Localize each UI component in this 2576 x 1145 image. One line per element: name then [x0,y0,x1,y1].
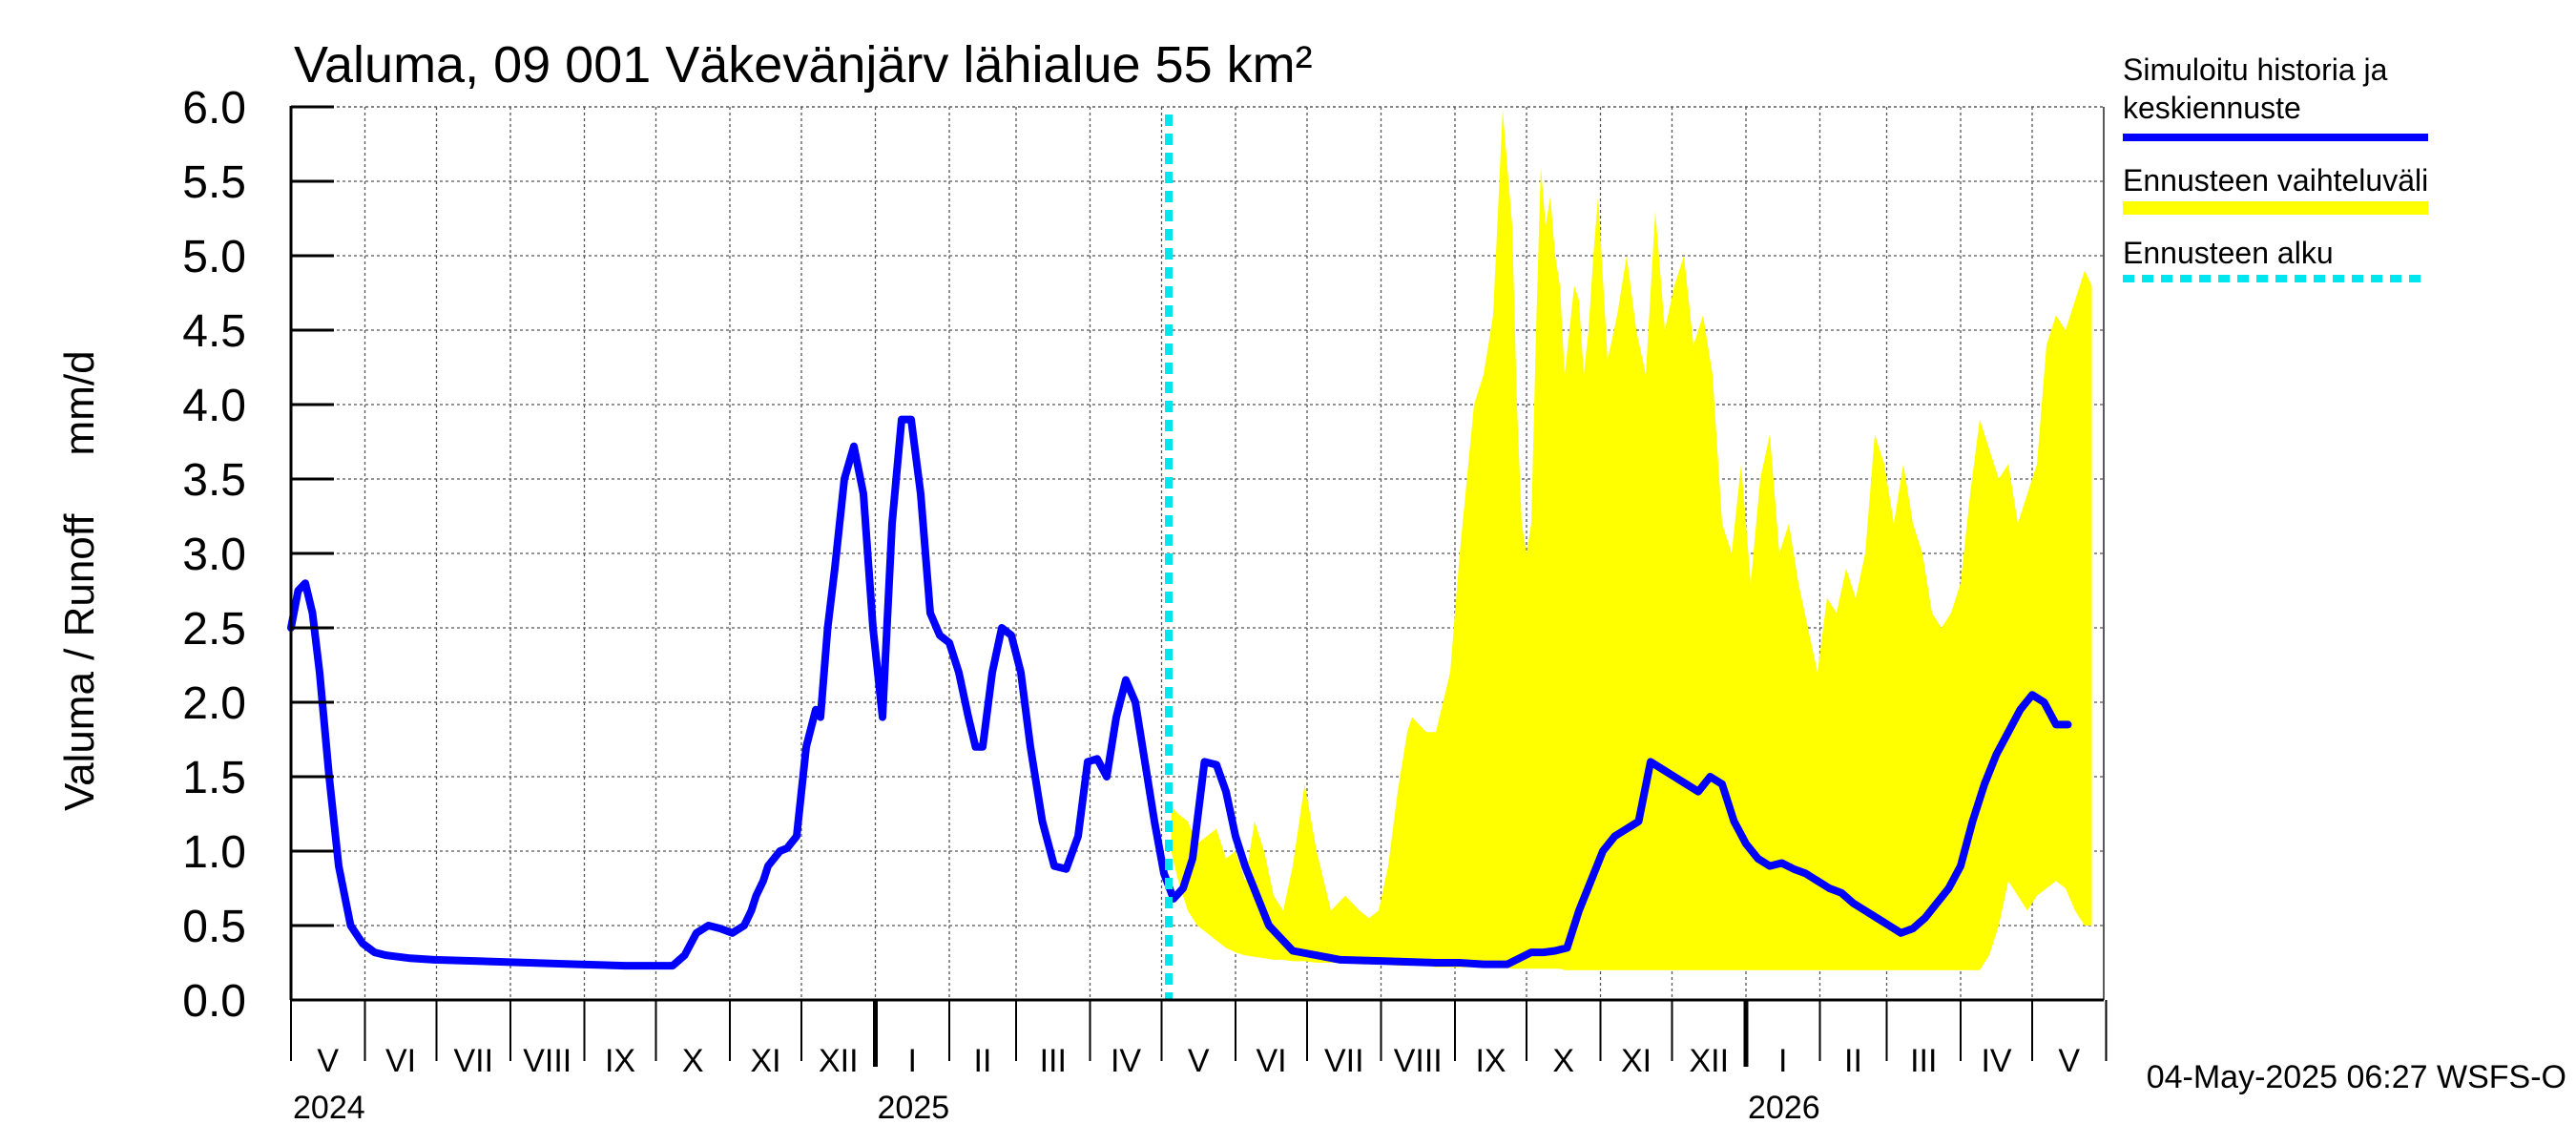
x-month-label: XI [750,1043,780,1079]
legend: Simuloitu historia ja keskiennuste Ennuste… [2123,52,2428,282]
y-tick-label: 1.0 [182,827,246,878]
x-year-label: 2024 [293,1090,365,1126]
x-month-label: XI [1621,1043,1652,1079]
x-year-label: 2025 [878,1090,950,1126]
y-tick-label: 2.5 [182,604,246,655]
legend-label-simulated-2: keskiennuste [2123,91,2301,125]
x-month-label: V [1188,1043,1210,1079]
x-month-label: VIII [523,1043,571,1079]
x-month-label: I [908,1043,917,1079]
forecast-range-area [1171,110,2092,970]
legend-label-range: Ennusteen vaihteluväli [2123,163,2428,198]
legend-label-forecast-start: Ennusteen alku [2123,236,2334,270]
x-month-label: I [1778,1043,1787,1079]
forecast-range-band [1171,110,2092,970]
chart-title: Valuma, 09 001 Väkevänjärv lähialue 55 k… [294,36,1313,94]
x-month-label: VII [1324,1043,1364,1079]
x-month-label: XII [819,1043,859,1079]
x-month-label: IX [1475,1043,1506,1079]
timestamp-footer: 04-May-2025 06:27 WSFS-O [2147,1059,2566,1095]
x-month-label: X [1552,1043,1574,1079]
y-tick-label: 0.0 [182,976,246,1027]
y-tick-label: 4.5 [182,306,246,357]
y-tick-label: 5.5 [182,157,246,208]
y-tick-labels: 0.0 0.5 1.0 1.5 2.0 2.5 3.0 3.5 4.0 4.5 5.0 5.5 6.0 [182,83,334,1027]
x-month-label: VIII [1394,1043,1443,1079]
x-month-label: VII [453,1043,493,1079]
y-tick-label: 2.0 [182,678,246,729]
y-tick-label: 6.0 [182,83,246,134]
x-month-label: VI [385,1043,416,1079]
y-tick-label: 3.0 [182,530,246,580]
simulated-runoff-line [287,415,2072,970]
x-month-label: VI [1256,1043,1286,1079]
y-axis-label: Valuma / Runoff mm/d [56,350,103,811]
x-month-label: V [317,1043,339,1079]
legend-label-simulated: Simuloitu historia ja [2123,52,2388,87]
x-month-label: IX [605,1043,635,1079]
x-month-label: IV [1981,1043,2011,1079]
series-layer [287,415,2072,970]
x-month-label: III [1040,1043,1067,1079]
y-tick-label: 4.0 [182,381,246,431]
x-month-label: X [682,1043,704,1079]
y-tick-label: 5.0 [182,232,246,282]
y-tick-label: 3.5 [182,455,246,506]
x-month-label: V [2058,1043,2080,1079]
x-year-label: 2026 [1748,1090,1820,1126]
x-month-label: II [974,1043,992,1079]
y-tick-label: 0.5 [182,902,246,952]
x-month-label: XII [1689,1043,1729,1079]
x-month-label: IV [1111,1043,1141,1079]
y-tick-label: 1.5 [182,753,246,803]
x-month-label: II [1844,1043,1862,1079]
x-month-label: III [1910,1043,1937,1079]
x-month-labels: V VI VII VIII IX X XI XII I II III IV V VI VII VIII IX X X… [290,1000,2108,1126]
